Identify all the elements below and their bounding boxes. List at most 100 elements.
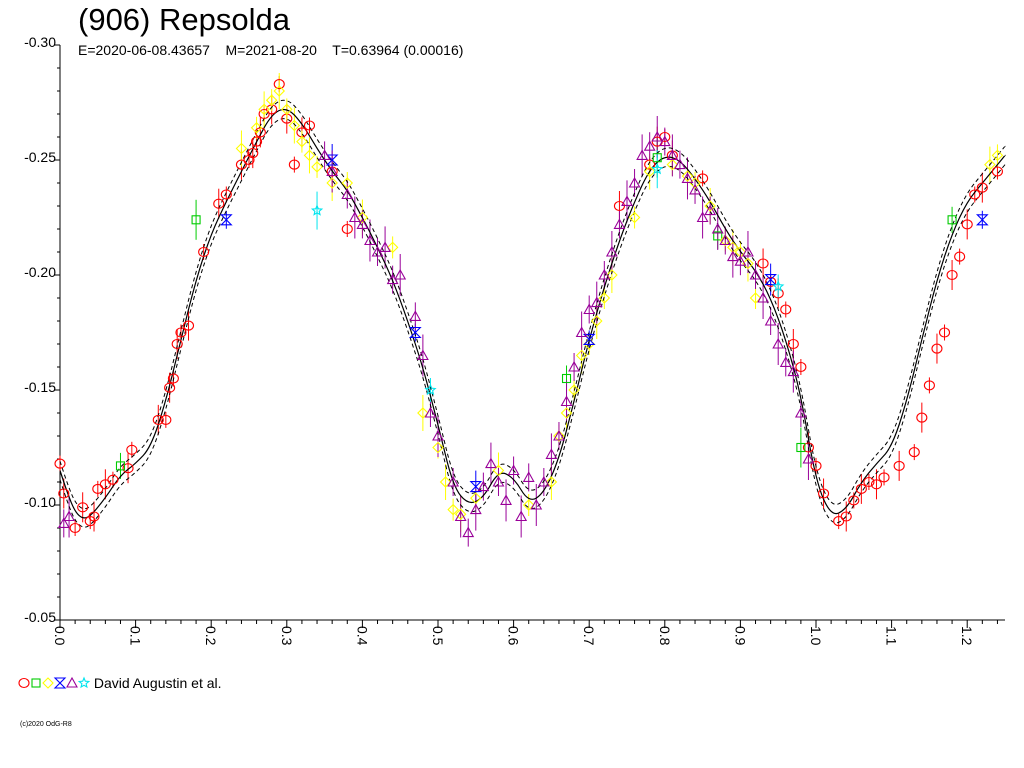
data-point-diamond xyxy=(265,94,278,106)
fit-curve-upper xyxy=(59,99,1006,510)
data-point-hourglass xyxy=(764,274,777,286)
data-point-circle xyxy=(167,373,179,384)
data-point-diamond xyxy=(984,158,996,171)
data-point-triangle xyxy=(409,310,422,321)
data-point-diamond xyxy=(326,177,338,189)
data-point-diamond xyxy=(281,103,293,116)
y-tick-label: -0.30 xyxy=(24,34,56,50)
data-point-hourglass xyxy=(975,214,989,226)
x-tick-label: 0.2 xyxy=(203,626,219,646)
data-point-diamond xyxy=(545,476,558,488)
data-point-circle xyxy=(810,460,822,471)
data-point-star xyxy=(651,162,664,175)
data-point-diamond xyxy=(704,200,716,212)
data-point-triangle xyxy=(341,188,354,200)
data-point-circle xyxy=(976,182,988,193)
data-point-diamond xyxy=(235,142,248,155)
data-point-circle xyxy=(77,502,89,513)
legend-marker-diamond xyxy=(42,677,54,689)
data-point-triangle xyxy=(613,218,626,229)
data-point-circle xyxy=(54,458,66,469)
data-point-diamond xyxy=(273,85,286,97)
data-point-circle xyxy=(175,327,187,338)
data-point-circle xyxy=(126,444,138,455)
data-point-circle xyxy=(780,304,792,315)
data-point-diamond xyxy=(749,292,762,304)
data-point-diamond xyxy=(598,292,611,304)
data-point-circle xyxy=(99,479,111,490)
data-point-triangle xyxy=(492,475,505,487)
data-point-circle xyxy=(908,447,920,458)
data-point-triangle xyxy=(356,218,369,229)
data-point-diamond xyxy=(492,464,505,477)
data-point-circle xyxy=(69,522,81,534)
data-point-diamond xyxy=(296,135,308,148)
data-point-square xyxy=(947,215,957,225)
data-point-diamond xyxy=(681,170,694,182)
data-point-hourglass xyxy=(219,214,233,226)
data-point-diamond xyxy=(742,257,754,270)
data-point-circle xyxy=(88,511,100,522)
data-point-triangle xyxy=(802,452,815,464)
data-point-triangle xyxy=(553,429,565,441)
data-point-triangle xyxy=(432,429,444,441)
data-point-circle xyxy=(969,189,981,200)
data-point-triangle xyxy=(628,176,641,188)
data-point-triangle xyxy=(537,475,550,487)
data-point-diamond xyxy=(417,407,429,419)
data-point-diamond xyxy=(454,508,467,520)
data-point-diamond xyxy=(522,499,535,511)
x-tick-label: 0.5 xyxy=(430,626,446,646)
data-point-triangle xyxy=(583,303,596,315)
data-point-triangle xyxy=(575,326,588,338)
data-point-circle xyxy=(923,380,935,391)
legend-label: David Augustin et al. xyxy=(93,675,222,691)
data-point-diamond xyxy=(553,430,565,442)
data-point-triangle xyxy=(673,158,686,170)
data-point-diamond xyxy=(303,149,316,162)
data-point-circle xyxy=(273,79,285,90)
data-point-circle xyxy=(254,127,266,138)
data-point-triangle xyxy=(364,234,376,246)
data-point-star xyxy=(310,204,324,216)
data-point-circle xyxy=(247,148,259,159)
data-point-circle xyxy=(107,474,119,485)
data-point-circle xyxy=(840,511,852,522)
data-point-circle xyxy=(235,159,247,170)
data-point-triangle xyxy=(424,406,437,418)
data-point-triangle xyxy=(598,268,611,280)
data-point-triangle xyxy=(394,268,407,280)
data-point-star xyxy=(424,383,437,396)
data-point-circle xyxy=(795,361,807,373)
data-point-triangle xyxy=(696,211,709,223)
data-point-circle xyxy=(848,495,860,506)
data-point-square xyxy=(713,231,723,241)
axes: -0.30 -0.25 -0.20 -0.15 -0.10 -0.050.0 0.1 0.2 0… xyxy=(24,34,1005,646)
data-point-diamond xyxy=(439,476,452,488)
data-point-triangle xyxy=(530,498,543,510)
data-point-circle xyxy=(961,219,973,230)
data-point-triangle xyxy=(643,140,656,151)
data-point-circle xyxy=(613,200,625,212)
x-tick-label: 0.9 xyxy=(732,626,748,646)
data-point-circle xyxy=(802,442,814,453)
data-point-circle xyxy=(198,246,210,258)
y-tick-label: -0.25 xyxy=(24,149,56,165)
y-tick-label: -0.05 xyxy=(24,609,56,625)
data-point-circle xyxy=(160,414,172,425)
data-point-square xyxy=(115,461,126,471)
data-point-circle xyxy=(757,258,769,269)
data-point-triangle xyxy=(484,457,497,469)
data-point-diamond xyxy=(258,103,270,116)
data-point-triangle xyxy=(666,149,679,160)
data-point-diamond xyxy=(606,269,618,281)
data-point-triangle xyxy=(462,526,475,538)
data-point-circle xyxy=(220,189,232,200)
data-point-circle xyxy=(644,159,656,170)
data-point-triangle xyxy=(742,245,754,257)
data-point-circle xyxy=(991,166,1003,177)
data-point-triangle xyxy=(787,365,800,377)
data-point-triangle xyxy=(507,464,520,476)
data-point-circle xyxy=(697,173,709,184)
